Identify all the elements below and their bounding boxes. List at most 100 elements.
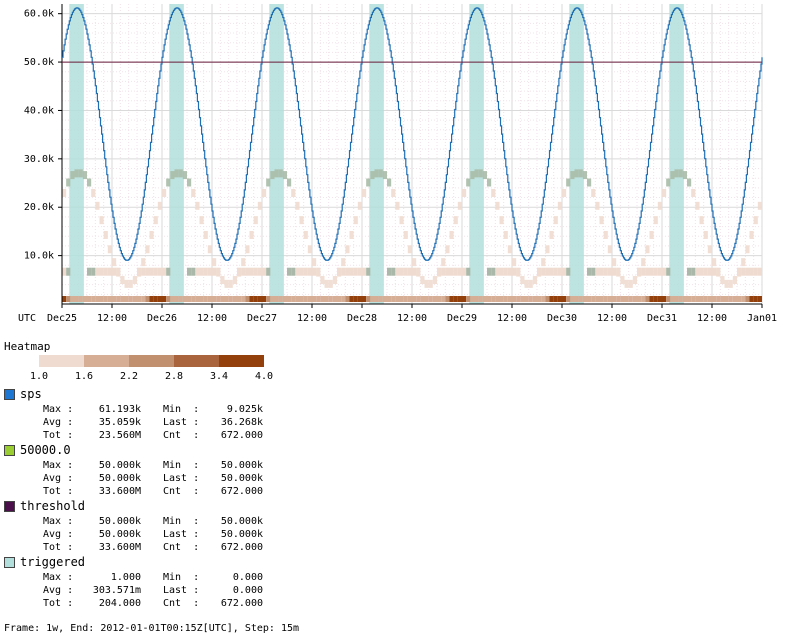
x-tick-label: 12:00: [97, 313, 127, 324]
heatmap-cell: [287, 296, 292, 302]
stat-avg: 50.000k: [98, 529, 141, 540]
heatmap-cell: [395, 296, 400, 302]
heatmap-cell: [357, 296, 362, 302]
heatmap-cell: [241, 258, 246, 267]
heatmap-cell: [566, 296, 571, 302]
heatmap-cell: [382, 296, 387, 302]
heatmap-cell: [399, 296, 404, 302]
heatmap-cell: [270, 171, 275, 180]
heatmap-cell: [149, 267, 154, 276]
heatmap-cell: [91, 296, 96, 302]
heatmap-scale-swatch: [219, 355, 264, 367]
heatmap-cell: [174, 296, 179, 302]
heatmap-cell: [662, 188, 667, 197]
heatmap-cell: [257, 201, 262, 210]
heatmap-cell: [132, 276, 137, 285]
heatmap-cell: [616, 296, 621, 302]
heatmap-cell: [112, 296, 117, 302]
legend-entry: 50000.0 Max : 50.000k Min : 50.000k Avg : 50…: [4, 443, 263, 498]
heatmap-cell: [645, 296, 650, 302]
heatmap-cell: [657, 267, 662, 276]
heatmap-cell: [341, 296, 346, 302]
heatmap-cell: [587, 178, 592, 187]
heatmap-cell: [224, 296, 229, 302]
heatmap-cell: [137, 268, 142, 277]
stat-label: Avg :: [43, 417, 74, 428]
heatmap-scale-tick: 1.0: [30, 371, 49, 382]
heatmap-cell: [720, 296, 725, 302]
heatmap-cell: [378, 169, 383, 178]
stat-label: Min :: [163, 404, 200, 415]
heatmap-cell: [303, 267, 308, 276]
heatmap-cell: [337, 296, 342, 302]
heatmap-cell: [295, 201, 300, 210]
heatmap-cell: [349, 296, 354, 302]
heatmap-cell: [407, 245, 412, 254]
heatmap-cell: [745, 296, 750, 302]
stat-avg: 50.000k: [98, 473, 141, 484]
heatmap-cell: [599, 296, 604, 302]
heatmap-cell: [441, 258, 446, 267]
heatmap-cell: [141, 258, 146, 267]
x-tick-label: 12:00: [397, 313, 427, 324]
y-tick-labels: 10.0k 20.0k 30.0k 40.0k 50.0k 60.0k: [24, 9, 62, 262]
heatmap-cell: [612, 258, 617, 267]
heatmap-cell: [524, 279, 529, 288]
heatmap-cell: [620, 296, 625, 302]
heatmap-cell: [553, 267, 558, 276]
heatmap-cell: [287, 267, 292, 276]
heatmap-cell: [503, 296, 508, 302]
heatmap-cell: [724, 279, 729, 288]
heatmap-cell: [449, 296, 454, 302]
triggered-band: [469, 4, 484, 304]
heatmap-cell: [232, 276, 237, 285]
heatmap-cell: [257, 267, 262, 276]
heatmap-cell: [516, 296, 521, 302]
heatmap-cell: [753, 267, 758, 276]
heatmap-cell: [541, 258, 546, 267]
heatmap-cell: [632, 276, 637, 285]
heatmap-cell: [399, 267, 404, 276]
heatmap-cell: [645, 267, 650, 276]
heatmap-cell: [541, 296, 546, 302]
heatmap-cell: [545, 296, 550, 302]
heatmap-cell: [412, 258, 417, 267]
heatmap-cell: [687, 178, 692, 187]
stat-max: 61.193k: [98, 404, 141, 415]
heatmap-cell: [457, 296, 462, 302]
x-tick-label: Dec31: [647, 313, 677, 324]
heatmap-cell: [128, 279, 133, 288]
heatmap-cell: [182, 171, 187, 180]
heatmap-cell: [91, 267, 96, 276]
heatmap-cell: [457, 201, 462, 210]
heatmap-cell: [607, 267, 612, 276]
heatmap-cell: [182, 296, 187, 302]
heatmap-cell: [541, 267, 546, 276]
heatmap-cell: [649, 296, 654, 302]
heatmap-cell: [395, 201, 400, 210]
heatmap-cell: [499, 216, 504, 225]
heatmap-cell: [399, 216, 404, 225]
heatmap-cell: [407, 267, 412, 276]
heatmap-cell: [157, 267, 162, 276]
heatmap-cell: [420, 276, 425, 285]
heatmap-cell: [387, 296, 392, 302]
heatmap-cell: [612, 267, 617, 276]
heatmap-cell: [707, 267, 712, 276]
heatmap-cell: [320, 276, 325, 285]
heatmap-cell: [428, 296, 433, 302]
heatmap-cell: [749, 267, 754, 276]
heatmap-cell: [657, 201, 662, 210]
heatmap-cell: [157, 296, 162, 302]
heatmap-cell: [674, 169, 679, 178]
heatmap-cell: [699, 267, 704, 276]
heatmap-cell: [724, 296, 729, 302]
heatmap-cell: [649, 230, 654, 239]
stat-avg: 35.059k: [98, 417, 141, 428]
y-tick-label: 60.0k: [24, 9, 54, 20]
heatmap-cell: [649, 267, 654, 276]
heatmap-cell: [520, 296, 525, 302]
heatmap-cell: [324, 279, 329, 288]
stat-tot: 23.560M: [98, 430, 141, 441]
stat-max: 50.000k: [98, 516, 141, 527]
